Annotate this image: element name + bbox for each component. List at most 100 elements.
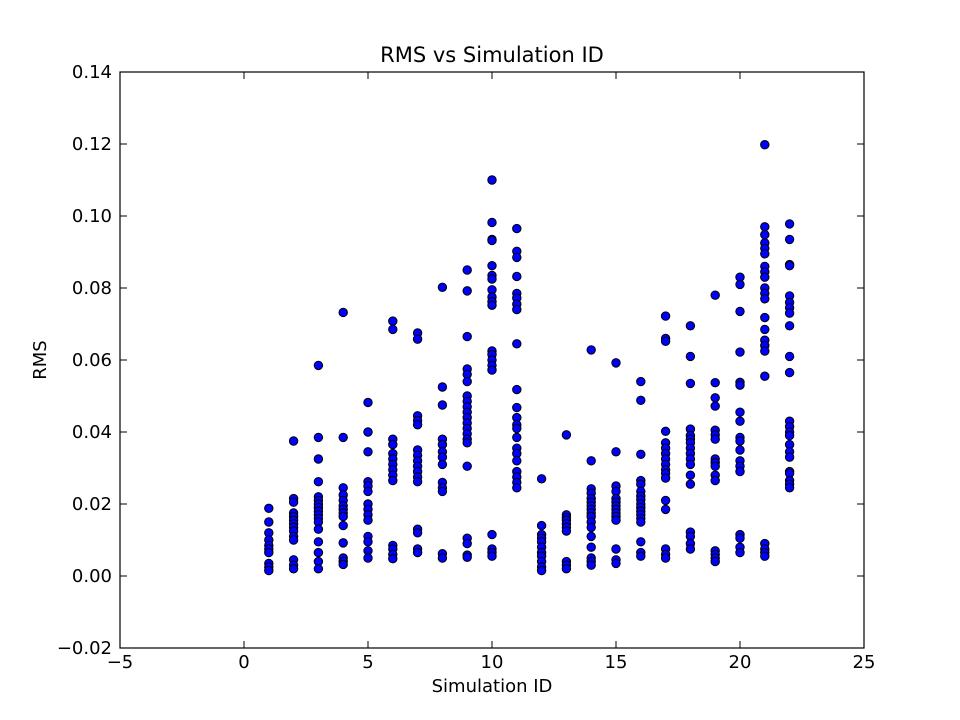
plot-frame — [119, 71, 865, 649]
y-tick-label: 0.02 — [72, 494, 112, 515]
data-point — [313, 547, 324, 558]
data-point — [685, 479, 696, 489]
data-point — [412, 476, 423, 487]
data-point — [784, 219, 795, 229]
data-point — [760, 272, 770, 282]
data-point — [611, 515, 621, 525]
data-point — [462, 538, 472, 549]
data-point — [586, 542, 596, 552]
data-point — [685, 378, 696, 389]
data-point — [760, 294, 770, 304]
data-point — [313, 476, 324, 487]
y-tick-labels: −0.02 0.00 0.02 0.04 0.06 0.08 0.10 0.12 0.14 — [57, 62, 112, 659]
data-point — [487, 551, 497, 561]
y-tick-label: 0.04 — [72, 422, 112, 443]
data-point — [784, 351, 795, 362]
data-point — [338, 307, 348, 318]
data-point — [735, 547, 745, 558]
data-point — [462, 376, 472, 387]
data-point — [313, 360, 324, 371]
data-point — [685, 321, 696, 331]
data-point — [611, 447, 621, 457]
data-point — [487, 235, 497, 246]
data-point — [660, 311, 671, 321]
data-point — [363, 427, 373, 437]
data-point — [636, 551, 646, 561]
data-point — [512, 483, 522, 493]
data-point — [660, 426, 671, 436]
data-point — [363, 397, 373, 408]
data-point — [735, 466, 745, 477]
x-tick-label: 15 — [605, 652, 628, 673]
data-point — [313, 432, 324, 443]
data-point — [487, 365, 497, 375]
data-point — [586, 456, 596, 466]
data-point — [586, 345, 596, 355]
data-point — [462, 331, 472, 342]
y-tick-label: 0.14 — [72, 62, 112, 83]
data-point — [264, 565, 274, 576]
data-point — [487, 175, 497, 185]
data-point — [487, 274, 497, 284]
data-point — [710, 401, 720, 411]
data-point — [760, 371, 770, 381]
data-point — [462, 438, 472, 448]
data-point — [735, 380, 745, 390]
data-point — [388, 439, 398, 450]
data-point — [487, 217, 497, 228]
data-point — [388, 554, 398, 564]
x-axis-label: Simulation ID — [432, 676, 553, 697]
y-tick-label: 0.06 — [72, 350, 112, 371]
data-point — [388, 316, 398, 326]
data-point — [784, 260, 795, 271]
data-point — [735, 306, 745, 317]
data-point — [363, 447, 373, 457]
data-point — [363, 553, 373, 563]
data-point — [437, 400, 448, 410]
data-point — [784, 483, 795, 493]
data-point — [512, 402, 522, 413]
data-point — [660, 504, 671, 515]
data-point — [735, 416, 745, 426]
data-point — [685, 459, 696, 470]
data-point — [437, 382, 448, 392]
x-tick-label: 0 — [238, 652, 249, 673]
data-point — [760, 324, 770, 335]
data-point — [512, 423, 522, 434]
data-point — [462, 286, 472, 296]
data-point — [735, 407, 745, 417]
data-point — [735, 533, 745, 543]
scatter-points — [264, 140, 795, 576]
data-point — [512, 223, 522, 234]
x-tick-labels: −5 0 5 10 15 20 25 — [107, 652, 876, 673]
data-point — [264, 503, 274, 514]
data-point — [611, 358, 621, 368]
data-point — [512, 456, 522, 466]
data-point — [710, 556, 720, 567]
x-tick-label: 20 — [729, 652, 752, 673]
y-tick-label: 0.00 — [72, 566, 112, 587]
data-point — [338, 538, 348, 548]
data-point — [512, 252, 522, 263]
data-point — [636, 537, 646, 547]
data-point — [313, 454, 324, 464]
y-tick-label: 0.12 — [72, 134, 112, 155]
x-tick-label: −5 — [107, 652, 134, 673]
data-point — [363, 515, 373, 525]
data-point — [561, 430, 572, 440]
data-point — [660, 495, 671, 506]
data-point — [536, 474, 547, 484]
data-point — [710, 393, 720, 403]
data-point — [710, 377, 720, 388]
data-point — [338, 520, 348, 531]
data-point — [710, 461, 720, 471]
data-point — [512, 432, 522, 443]
data-point — [586, 531, 596, 542]
data-point — [437, 459, 448, 470]
data-point — [685, 470, 696, 480]
data-point — [784, 234, 795, 245]
data-point — [412, 528, 423, 538]
y-tick-label: 0.10 — [72, 206, 112, 227]
data-point — [264, 517, 274, 527]
data-point — [760, 249, 770, 259]
